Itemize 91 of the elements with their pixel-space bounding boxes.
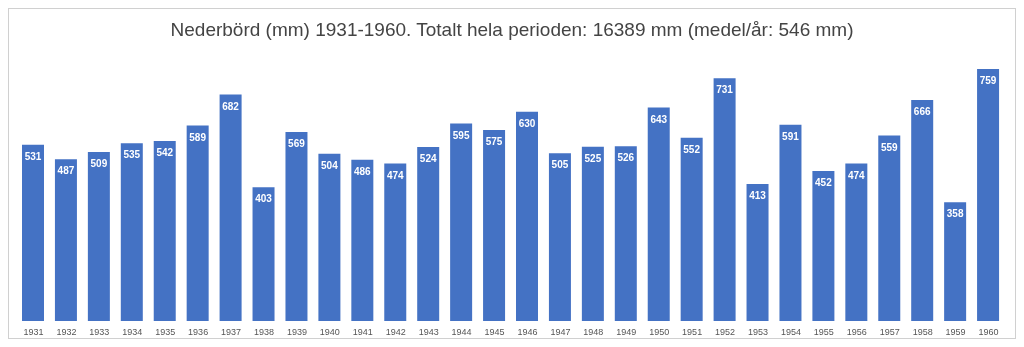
x-tick-label: 1947 [550, 327, 571, 338]
bar [944, 202, 967, 321]
x-tick-label: 1949 [616, 327, 637, 338]
bar [680, 137, 703, 321]
data-label: 452 [815, 177, 833, 189]
bar [845, 163, 868, 321]
bar [779, 124, 802, 321]
bar [417, 147, 440, 321]
data-label: 666 [913, 105, 931, 117]
bar [450, 123, 473, 321]
x-tick-label: 1940 [319, 327, 340, 338]
data-label: 595 [452, 129, 470, 141]
x-tick-label: 1939 [286, 327, 307, 338]
data-label: 358 [946, 208, 964, 220]
data-label: 575 [485, 136, 503, 148]
chart-title: Nederbörd (mm) 1931-1960. Totalt hela perioden: 16389 mm (medel/år: 546 mm) [169, 18, 855, 42]
data-label: 413 [749, 189, 767, 201]
x-tick-label: 1944 [451, 327, 472, 338]
x-tick-label: 1946 [517, 327, 538, 338]
data-label: 591 [782, 130, 800, 142]
data-label: 682 [222, 100, 240, 112]
bar [252, 187, 275, 321]
x-tick-label: 1958 [912, 327, 933, 338]
x-tick-label: 1932 [56, 327, 77, 338]
bar [54, 159, 77, 321]
data-label: 474 [386, 169, 405, 181]
x-tick-label: 1931 [23, 327, 44, 338]
bar [548, 153, 571, 321]
data-label: 526 [617, 152, 635, 164]
x-tick-label: 1936 [188, 327, 209, 338]
data-label: 505 [551, 159, 569, 171]
x-tick-label: 1954 [780, 327, 801, 338]
data-label: 403 [255, 193, 273, 205]
bar [977, 69, 1000, 321]
data-label: 524 [419, 153, 437, 165]
x-tick-label: 1957 [879, 327, 900, 338]
x-tick-label: 1953 [747, 327, 769, 338]
x-tick-label: 1935 [155, 327, 176, 338]
x-tick-label: 1959 [945, 327, 966, 338]
bar [581, 146, 604, 321]
x-tick-label: 1955 [813, 327, 834, 338]
x-tick-label: 1933 [89, 327, 110, 338]
data-label: 509 [90, 158, 108, 170]
data-label: 759 [979, 75, 997, 87]
x-tick-label: 1937 [221, 327, 242, 338]
bar [878, 135, 901, 321]
x-tick-label: 1941 [352, 327, 373, 338]
x-tick-label: 1956 [846, 327, 867, 338]
x-tick-label: 1938 [253, 327, 275, 338]
bar [911, 99, 934, 321]
bar [351, 159, 374, 321]
data-label: 643 [650, 113, 668, 125]
bar [87, 152, 110, 321]
bar [219, 94, 242, 321]
x-tick-label: 1951 [682, 327, 703, 338]
bar [153, 141, 176, 321]
x-tick-label: 1948 [583, 327, 604, 338]
x-tick-label: 1934 [122, 327, 143, 338]
bar [384, 163, 407, 321]
data-label: 486 [353, 165, 372, 177]
x-tick-label: 1952 [715, 327, 736, 338]
bar [22, 144, 44, 321]
data-label: 531 [24, 150, 42, 162]
x-tick-label: 1950 [649, 327, 670, 338]
x-tick-label: 1945 [484, 327, 505, 338]
data-label: 474 [847, 169, 866, 181]
data-label: 589 [189, 131, 207, 143]
bar [186, 125, 209, 321]
data-label: 552 [683, 143, 701, 155]
data-label: 569 [288, 138, 306, 150]
data-label: 525 [584, 152, 602, 164]
data-label: 504 [321, 159, 339, 171]
data-label: 535 [123, 149, 141, 161]
bar [318, 153, 341, 321]
data-label: 731 [716, 84, 734, 96]
bar [713, 78, 736, 321]
x-tick-label: 1960 [978, 327, 999, 338]
data-label: 542 [156, 147, 174, 159]
data-label: 630 [518, 117, 536, 129]
bar [285, 132, 308, 321]
data-label: 487 [57, 165, 75, 177]
x-tick-label: 1943 [418, 327, 439, 338]
data-label: 559 [880, 141, 899, 153]
bar [516, 111, 538, 321]
bar [120, 143, 143, 321]
bar [614, 146, 637, 321]
bar [812, 170, 835, 321]
bar [746, 183, 769, 321]
bar [483, 130, 506, 321]
bar [647, 107, 670, 321]
x-tick-label: 1942 [385, 327, 406, 338]
